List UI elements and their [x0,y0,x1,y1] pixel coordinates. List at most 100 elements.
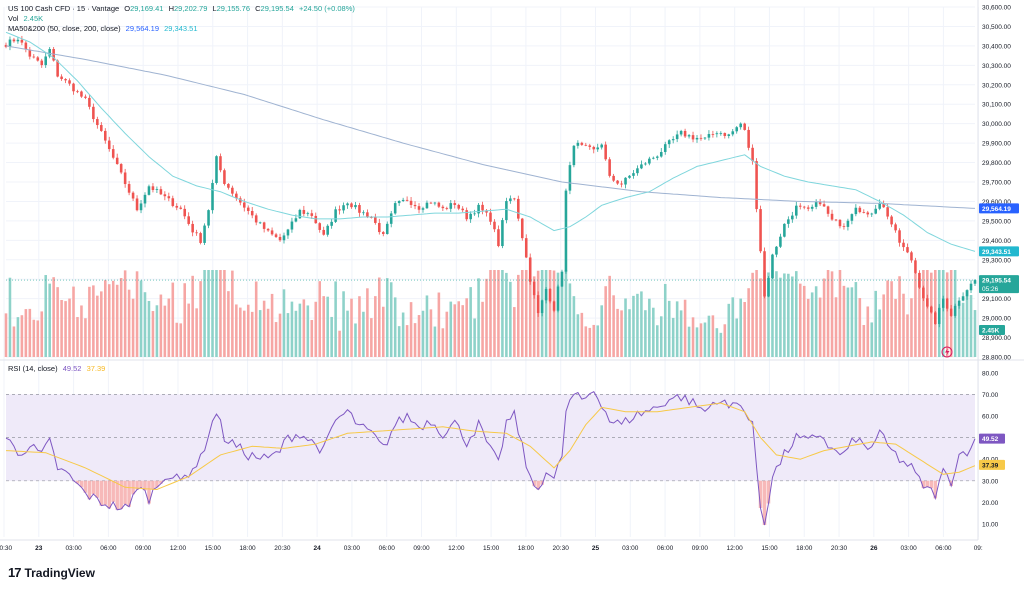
candle-body [48,48,51,57]
candle-body [878,203,881,209]
candle-body [32,56,36,58]
candle-body [489,212,492,222]
volume-bar [624,298,627,357]
volume-bar [409,302,413,357]
candle-body [715,133,719,135]
candle-body [846,220,850,227]
candle-body [366,212,369,218]
time-axis-tick: 24 [314,545,322,552]
candle-body [318,223,322,230]
volume-bar [28,308,32,357]
volume-bar [926,270,929,357]
volume-bar [36,320,40,357]
volume-bar [735,318,739,357]
volume-bar [151,311,155,357]
volume-bar [751,272,754,357]
candle-body [4,44,8,47]
time-axis-tick: 20:30 [0,545,13,552]
candle-body [759,209,762,252]
candle-body [505,201,508,221]
volume-bar [663,283,667,357]
volume-bar [862,325,866,357]
volume-bar [759,278,762,357]
candle-body [219,156,222,171]
candle-body [159,189,163,195]
volume-bar [858,298,862,357]
volume-bar [231,270,234,357]
volume-bar [806,298,810,357]
volume-bar [941,270,945,357]
volume-bar [842,285,846,357]
candle-body [501,220,504,247]
volume-bar [636,293,639,357]
candle-body [834,219,838,221]
rsi-line [5,391,976,526]
candle-body [667,140,671,145]
candle-body [88,97,91,107]
price-axis-tick: 30,200.00 [982,82,1011,89]
volume-bar [481,301,484,357]
candle-body [52,48,55,61]
volume-bar [195,308,198,357]
volume-bar [155,305,159,357]
volume-bar [612,295,615,357]
volume-bar [822,278,826,357]
volume-bar [520,270,524,357]
candle-body [779,236,782,247]
candle-body [874,208,878,214]
volume-bar [219,270,222,357]
candle-body [497,229,500,247]
ohlc-low: L29,155.76 [212,4,251,13]
volume-bar [207,270,210,357]
volume-bar [656,325,659,357]
candle-body [644,163,647,165]
candle-body [223,170,226,184]
volume-bar [493,270,496,357]
candle-body [890,216,893,225]
volume-bar [385,278,389,357]
candle-body [195,232,198,234]
candle-body [250,210,254,216]
volume-bar [691,317,695,357]
volume-bar [711,315,715,357]
candle-body [695,137,699,140]
candle-body [731,131,735,135]
candle-body [12,39,16,42]
candle-body [870,213,874,215]
volume-bar [965,290,969,357]
candle-body [36,57,40,61]
rsi-axis-tick: 60.00 [982,414,999,421]
countdown-label: 05:26 [982,286,999,293]
volume-bar [44,275,47,357]
volume-bar [72,286,75,357]
ma-label: MA50&200 (50, close, 200, close) [8,24,121,33]
candle-body [926,298,929,307]
volume-bar [84,318,87,357]
candle-body [687,135,691,137]
volume-bar [310,320,314,357]
candle-body [493,221,496,230]
volume-bar [830,271,834,357]
volume-bar [906,314,909,357]
candle-body [556,286,560,311]
tradingview-logo[interactable]: 17 TradingView [8,565,95,580]
volume-bar [278,313,282,357]
volume-bar [763,270,766,357]
price-tag-label: 29,195.54 [982,278,1011,285]
candle-body [723,133,727,136]
volume-bar [838,270,842,357]
volume-bar [961,302,965,357]
volume-bar [302,299,306,357]
ma200-value: 29,343.51 [164,24,198,33]
symbol-title: US 100 Cash CFD · 15 · Vantage [8,4,120,13]
rsi-axis-tick: 30.00 [982,478,999,485]
brand-name: TradingView [24,565,95,580]
volume-bar [568,283,572,357]
volume-bar [92,285,95,357]
candle-body [826,206,830,214]
rsi-oversold-fill [75,480,953,525]
lightning-icon[interactable] [941,346,953,358]
candle-body [568,165,572,191]
